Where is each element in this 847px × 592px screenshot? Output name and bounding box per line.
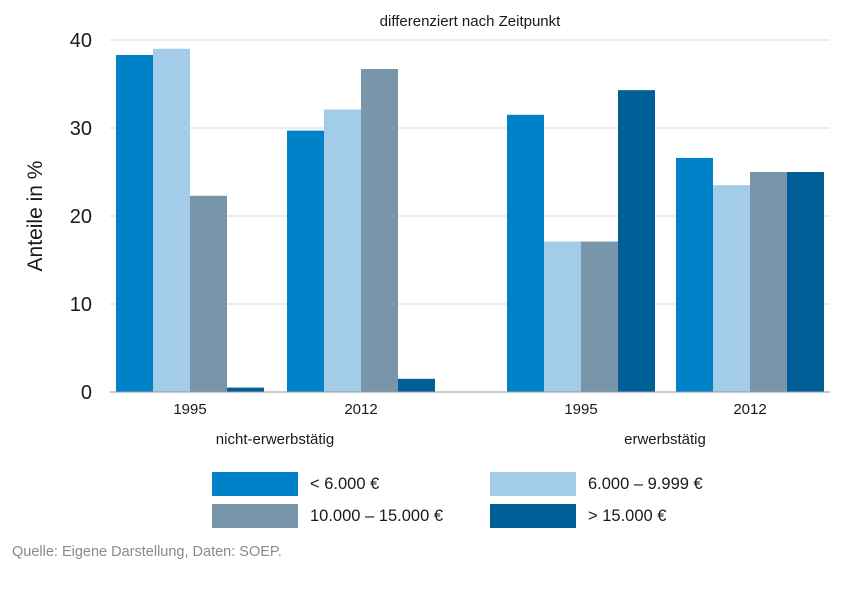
bar bbox=[713, 185, 750, 392]
legend-label-6000-9999: 6.000 – 9.999 € bbox=[588, 474, 703, 493]
bar bbox=[544, 241, 581, 392]
bar bbox=[153, 48, 190, 393]
legend-item-10000-15000: 10.000 – 15.000 € bbox=[212, 503, 443, 529]
legend-swatch-gt-15000 bbox=[490, 504, 576, 528]
y-tick-label: 10 bbox=[70, 294, 92, 316]
x-tick-label: 2012 bbox=[733, 401, 766, 418]
group-label: nicht-erwerbstätig bbox=[216, 431, 334, 448]
bar bbox=[618, 90, 655, 392]
y-tick-label: 20 bbox=[70, 206, 92, 228]
legend-label-gt-15000: > 15.000 € bbox=[588, 506, 667, 525]
y-tick-label: 30 bbox=[70, 118, 92, 140]
y-axis-label: Anteile in % bbox=[24, 161, 47, 272]
bar bbox=[398, 378, 435, 392]
legend-swatch-lt-6000 bbox=[212, 472, 298, 496]
bar bbox=[787, 172, 824, 392]
chart-title: differenziert nach Zeitpunkt bbox=[380, 13, 561, 30]
bar bbox=[287, 130, 324, 392]
y-tick-label: 0 bbox=[81, 382, 92, 404]
group-label: erwerbstätig bbox=[624, 431, 706, 448]
x-tick-label: 1995 bbox=[173, 401, 206, 418]
bar bbox=[361, 69, 398, 392]
bar bbox=[581, 241, 618, 392]
legend-item-6000-9999: 6.000 – 9.999 € bbox=[490, 471, 703, 497]
legend-item-gt-15000: > 15.000 € bbox=[490, 503, 666, 529]
x-tick-label: 1995 bbox=[564, 401, 597, 418]
legend-label-lt-6000: < 6.000 € bbox=[310, 474, 380, 493]
bar bbox=[116, 54, 153, 393]
bar bbox=[676, 157, 713, 392]
source-note: Quelle: Eigene Darstellung, Daten: SOEP. bbox=[12, 544, 282, 560]
bar bbox=[227, 387, 264, 392]
y-tick-label: 40 bbox=[70, 30, 92, 52]
bar bbox=[190, 195, 227, 392]
x-tick-label: 2012 bbox=[344, 401, 377, 418]
bar bbox=[750, 172, 787, 392]
legend-swatch-10000-15000 bbox=[212, 504, 298, 528]
legend: < 6.000 € 6.000 – 9.999 € 10.000 – 15.00… bbox=[212, 471, 772, 531]
bar bbox=[507, 114, 544, 393]
legend-swatch-6000-9999 bbox=[490, 472, 576, 496]
legend-item-lt-6000: < 6.000 € bbox=[212, 471, 379, 497]
legend-label-10000-15000: 10.000 – 15.000 € bbox=[310, 506, 444, 525]
bar bbox=[324, 109, 361, 393]
